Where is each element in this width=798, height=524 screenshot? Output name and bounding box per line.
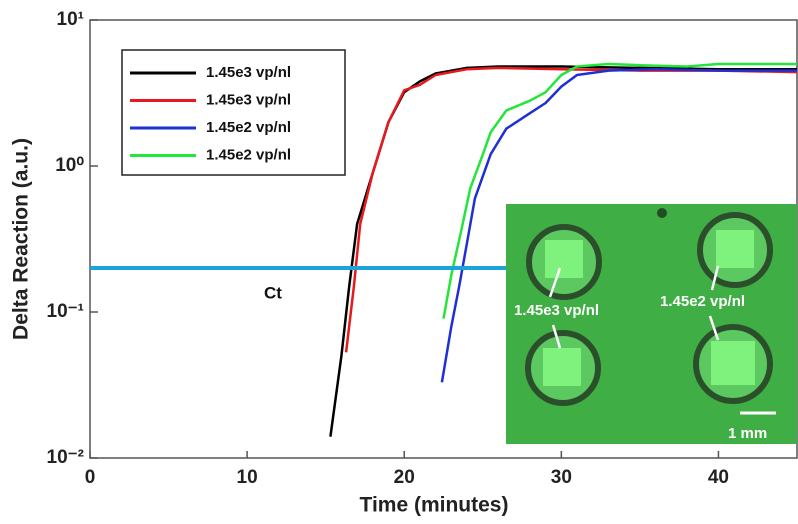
series-line [440,67,797,383]
y-tick-label: 10⁻¹ [47,301,85,322]
x-tick-label: 30 [551,467,572,488]
y-tick-label: 10¹ [57,9,84,30]
x-tick-label: 0 [85,467,96,488]
legend-label: 1.45e3 vp/nl [206,64,291,81]
x-tick-label: 10 [237,467,258,488]
x-tick-label: 40 [708,467,729,488]
scale-bar-label: 1 mm [728,425,767,442]
arrow [710,265,720,291]
y-axis-title: Delta Reaction (a.u.) [10,138,33,340]
legend-label: 1.45e2 vp/nl [206,119,291,136]
threshold-label: Ct [264,284,282,303]
arrow [548,267,562,298]
arrows [548,265,776,415]
legend-label: 1.45e3 vp/nl [206,91,291,108]
y-tick-label: 10⁻² [47,447,85,468]
series-line [442,62,797,319]
well-spot [711,341,755,385]
well-spot [545,240,583,278]
x-axis-title: Time (minutes) [360,494,509,517]
x-tick-label: 20 [394,467,415,488]
arrow [708,315,720,341]
inset-dot [657,208,667,218]
series-line [329,65,797,437]
well-spot [543,348,581,386]
inset-label: 1.45e2 vp/nl [660,293,745,310]
well-spot [716,230,754,268]
inset-label: 1.45e3 vp/nl [514,302,599,319]
legend-label: 1.45e2 vp/nl [206,146,291,163]
y-tick-label: 10⁰ [55,155,84,176]
inset-image: 1.45e3 vp/nl 1.45e2 vp/nl 1 mm [506,204,797,444]
arrow [551,324,562,349]
wells [525,212,773,406]
